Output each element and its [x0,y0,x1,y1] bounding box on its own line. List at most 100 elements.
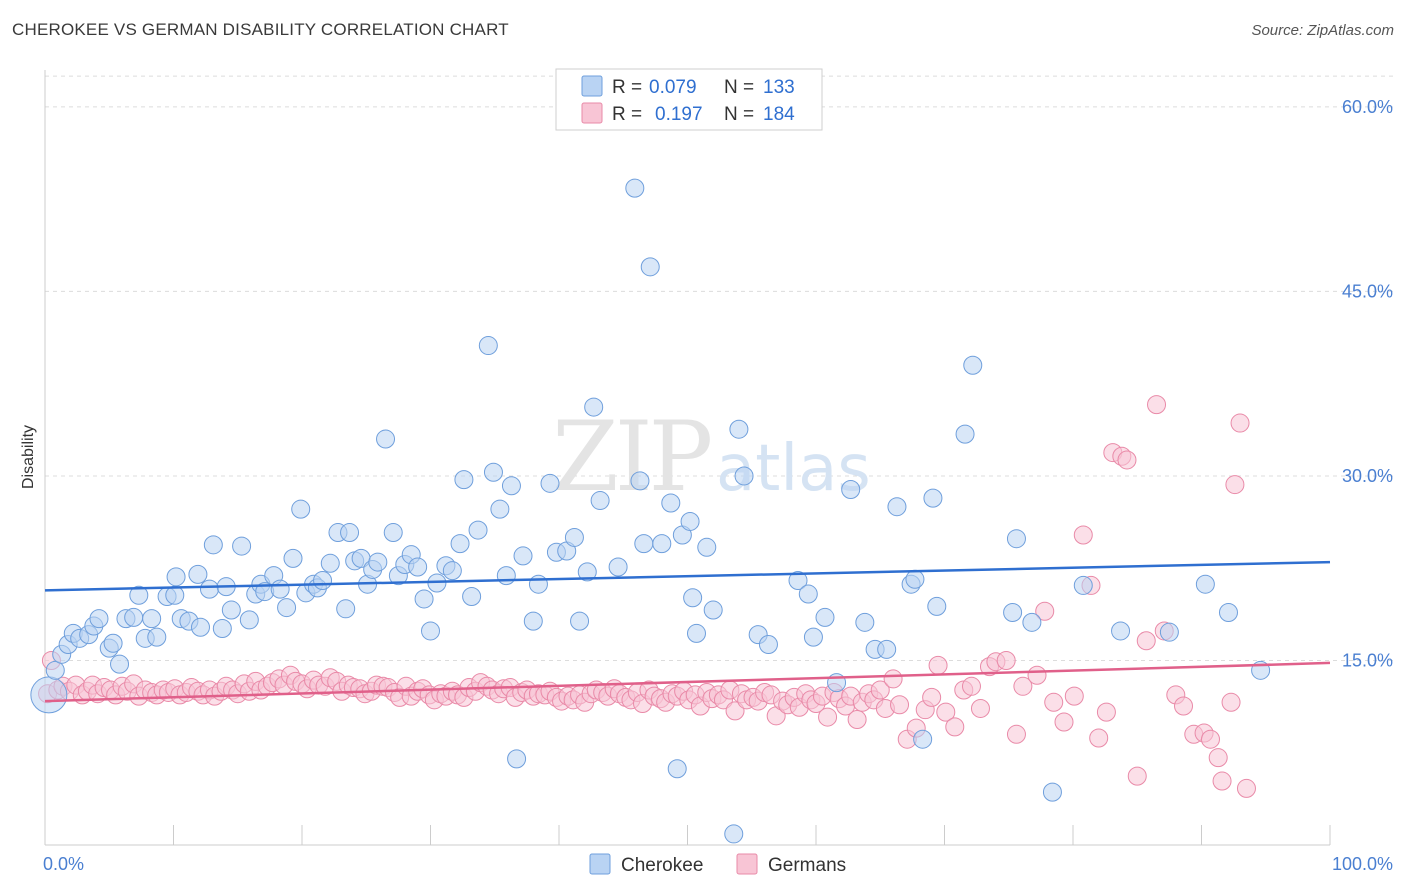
cherokee-point [1006,529,1026,549]
cherokee-point [221,600,241,620]
cherokee-point [462,587,482,607]
cherokee-point [414,589,434,609]
cherokee-point [703,600,723,620]
chart-source: Source: ZipAtlas.com [1251,22,1394,39]
cherokee-point [927,596,947,616]
cherokee-point [454,470,474,490]
germans-point [1200,729,1220,749]
x-tick-label-min: 0.0% [43,854,84,874]
legend-r-label-germans: R = [612,104,642,125]
legend: R = 0.079 N = 133 R = 0.197 N = 184 [555,68,823,131]
cherokee-point [1111,621,1131,641]
cherokee-point [887,497,907,517]
cherokee-point [1022,612,1042,632]
series-cherokee-points [30,178,1271,844]
cherokee-point [1195,574,1215,594]
cherokee-point [640,257,660,277]
y-tick-labels: 15.0% 30.0% 45.0% 60.0% [1342,97,1393,671]
germans-point [961,676,981,696]
cherokee-point [507,749,527,769]
y-tick-label: 15.0% [1342,650,1393,670]
cherokee-point [540,473,560,493]
cherokee-point [788,571,808,591]
legend-n-label-cherokee: N = [724,77,754,98]
cherokee-point [501,476,521,496]
cherokee-point [421,621,440,641]
y-tick-label: 60.0% [1342,97,1393,117]
cherokee-point [270,579,290,599]
germans-point [1054,712,1074,732]
germans-point [883,669,903,689]
cherokee-point [212,618,232,638]
germans-point [928,655,948,675]
legend-n-value-germans: 184 [763,104,795,125]
germans-point [922,687,942,707]
cherokee-point [570,611,590,631]
germans-point [945,717,965,737]
cherokee-point [584,397,604,417]
grid-lines [45,75,1393,661]
cherokee-point [89,609,109,629]
germans-point [847,710,867,730]
cherokee-point [442,561,462,581]
cherokee-point [483,462,503,482]
y-tick-label: 45.0% [1342,281,1393,301]
cherokee-point [877,639,897,659]
germans-point [970,698,990,718]
germans-point [1147,395,1167,415]
germans-point [890,695,910,715]
cherokee-point [905,569,925,589]
watermark: ZIP atlas [552,401,871,513]
cherokee-point [734,466,754,486]
cherokee-point [528,574,548,594]
trend-lines [44,560,1331,703]
cherokee-point [376,429,396,449]
series-germans-points [38,395,1256,798]
cherokee-point [291,499,311,519]
cherokee-point [1042,782,1062,802]
germans-point [1117,450,1137,470]
x-ticks [44,825,1331,845]
cherokee-point [383,523,403,543]
trend-line-cherokee [44,560,1331,592]
bottom-legend-swatch-cherokee [589,853,611,875]
cherokee-point [683,588,703,608]
germans-point [1073,525,1093,545]
cherokee-point [667,759,687,779]
germans-point [996,650,1016,670]
cherokee-point [680,511,700,531]
cherokee-point [686,623,706,643]
legend-r-label-cherokee: R = [612,77,642,98]
trend-line-germans [44,661,1331,703]
cherokee-point [199,579,219,599]
legend-n-label-germans: N = [724,104,754,125]
germans-point [1225,475,1245,495]
cherokee-point [855,612,875,632]
germans-point [936,702,956,722]
y-axis-label: Disability [20,425,37,489]
cherokee-point [340,523,360,543]
cherokee-point [1003,603,1023,622]
cherokee-point [45,660,65,680]
germans-point [1096,702,1116,722]
germans-point [1236,778,1256,798]
cherokee-point [625,178,645,198]
bottom-legend-swatch-germans [736,853,758,875]
legend-swatch-cherokee [581,75,603,97]
germans-point [1208,748,1228,768]
y-tick-label: 30.0% [1342,466,1393,486]
cherokee-point [368,552,388,572]
germans-point [1027,665,1047,685]
cherokee-point [923,488,943,508]
cherokee-point [190,617,210,637]
cherokee-point [165,585,185,605]
legend-r-value-cherokee: 0.079 [649,77,697,98]
bottom-legend: Cherokee Germans [589,853,846,876]
cherokee-point [1073,575,1093,595]
cherokee-point [129,585,149,605]
cherokee-point [166,567,186,587]
germans-point [1006,724,1026,744]
cherokee-point [513,546,533,566]
cherokee-point [815,607,835,627]
